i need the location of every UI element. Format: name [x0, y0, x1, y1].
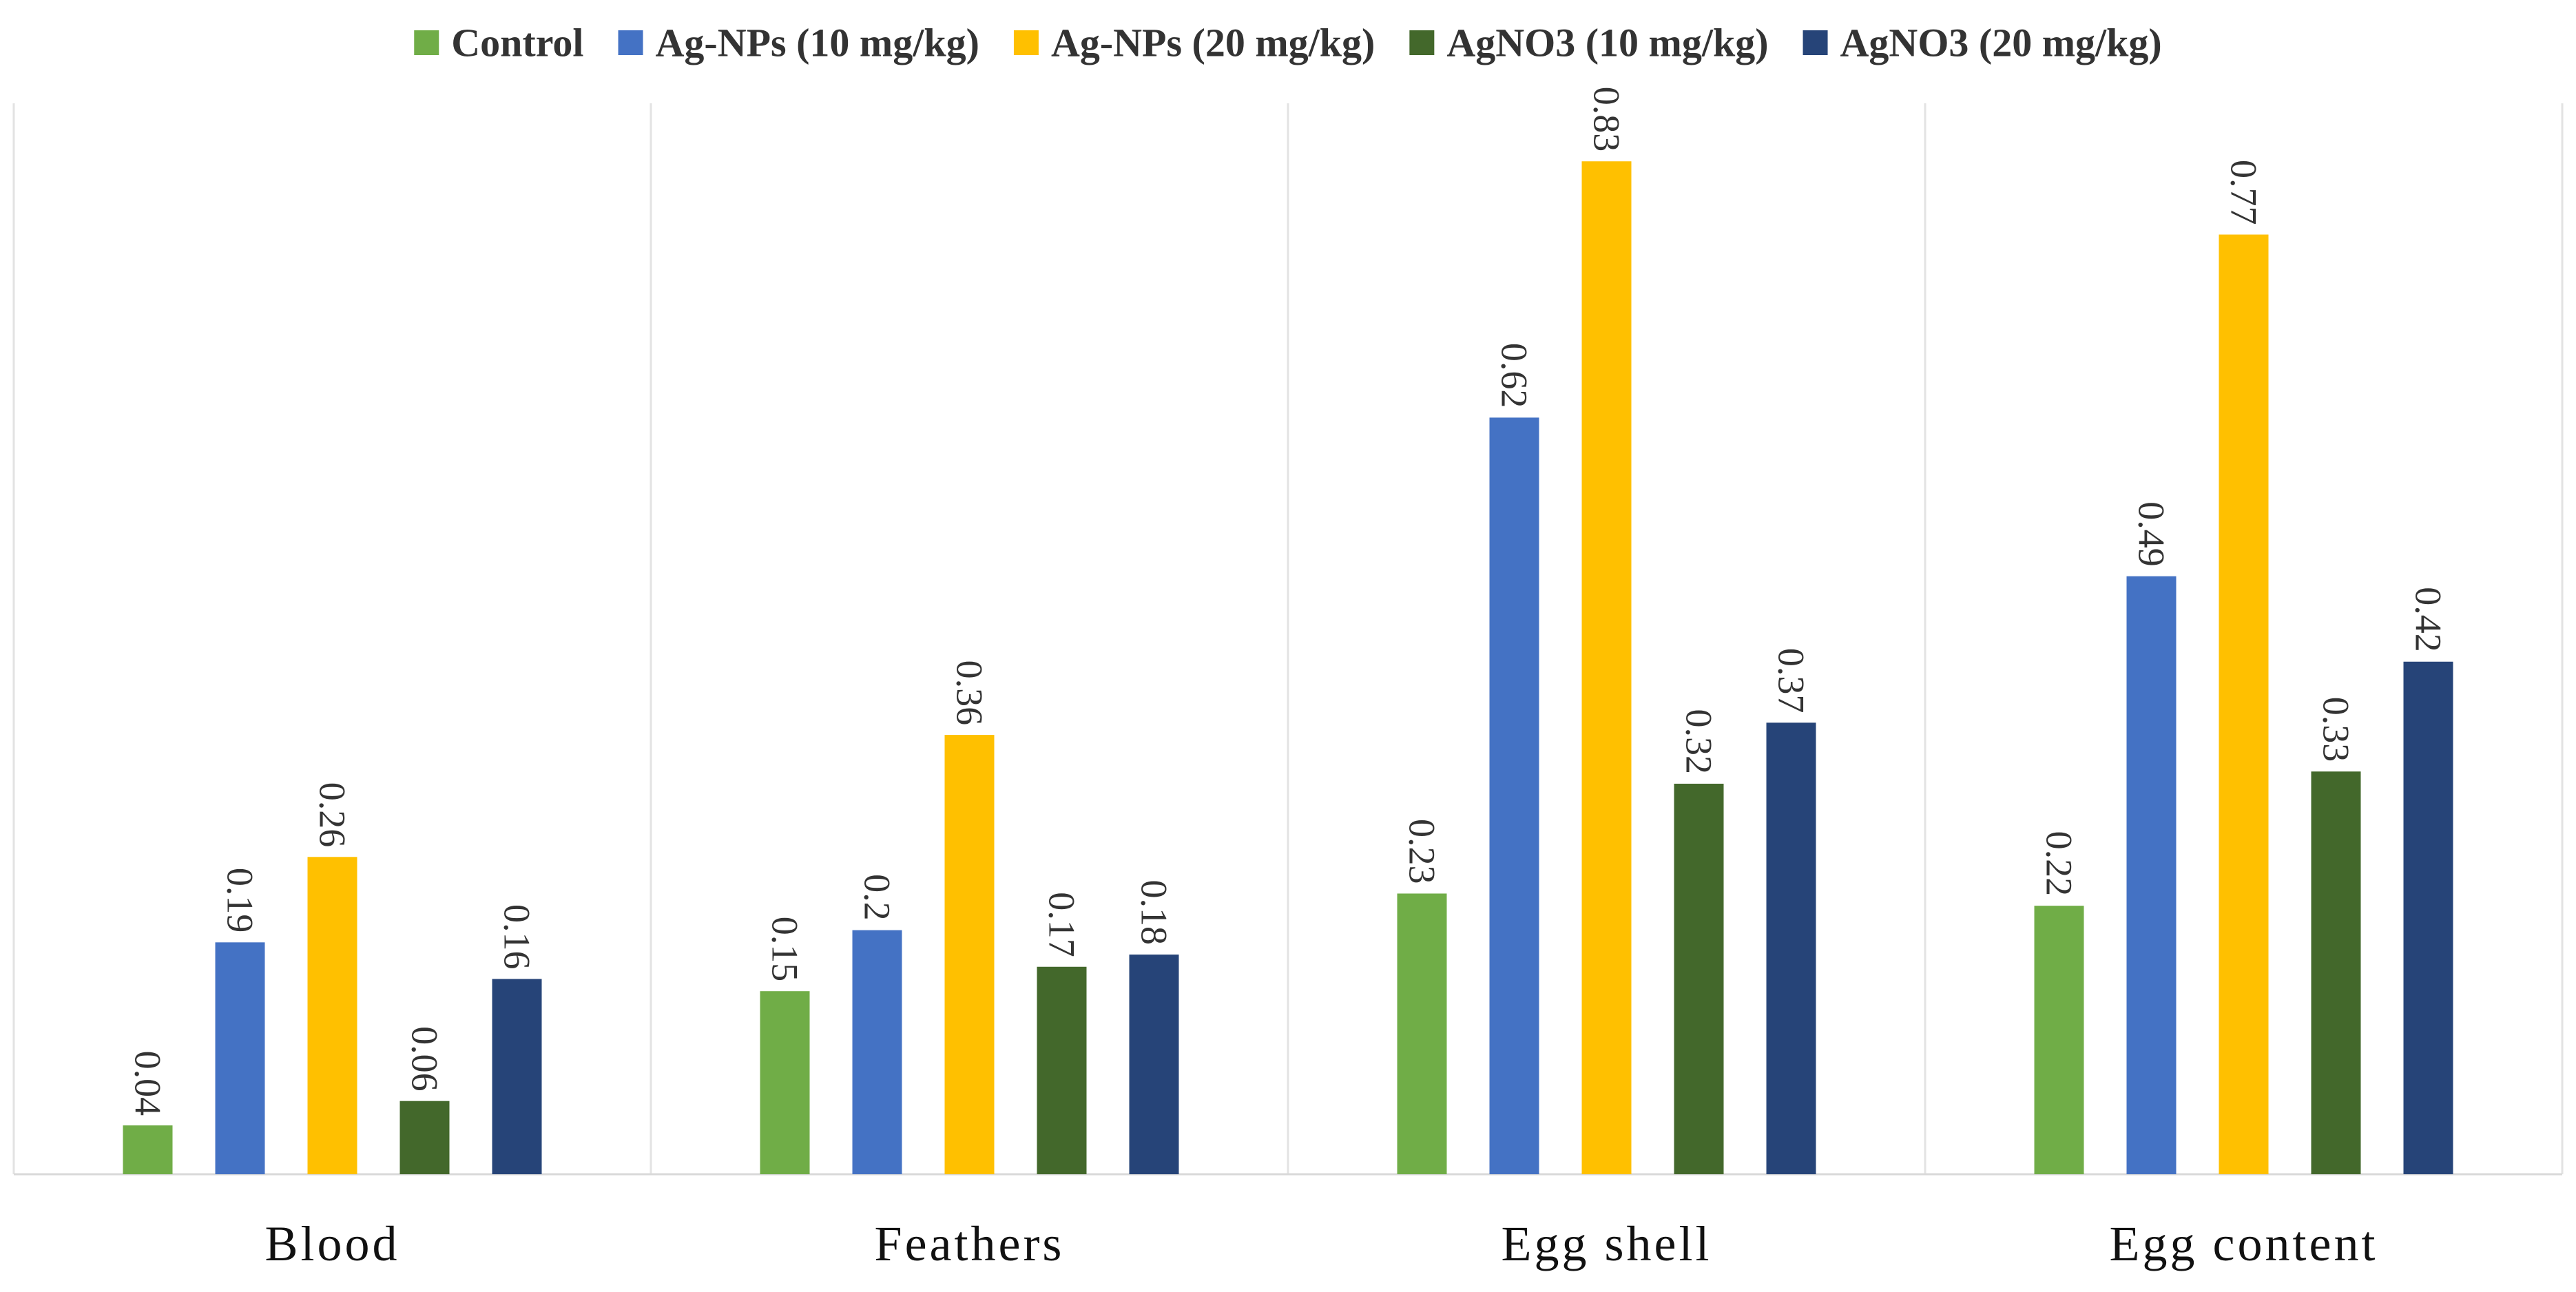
data-label: 0.15 — [765, 917, 806, 982]
bar-ag-nps-20-mg-kg-blood — [307, 857, 357, 1174]
data-label: 0.42 — [2408, 587, 2449, 652]
data-label: 0.33 — [2316, 697, 2357, 762]
data-label: 0.2 — [857, 874, 898, 921]
data-label: 0.37 — [1771, 648, 1812, 713]
data-label: 0.06 — [404, 1026, 446, 1092]
category-label-feathers: Feathers — [875, 1216, 1065, 1271]
data-label: 0.49 — [2131, 501, 2172, 567]
legend-label: Control — [451, 21, 583, 65]
legend-label: AgNO3 (20 mg/kg) — [1840, 21, 2162, 65]
category-separators — [12, 103, 2564, 1174]
category-label-egg-content: Egg content — [2110, 1216, 2378, 1271]
data-label: 0.22 — [2039, 831, 2080, 897]
legend-item-ag-nps-20-mg-kg: Ag-NPs (20 mg/kg) — [1013, 21, 1375, 65]
legend-label: Ag-NPs (10 mg/kg) — [656, 21, 979, 65]
data-label: 0.62 — [1494, 343, 1535, 408]
bar-ag-nps-20-mg-kg-egg-shell — [1581, 161, 1632, 1175]
bar-control-egg-content — [2034, 906, 2084, 1174]
category-label-egg-shell: Egg shell — [1502, 1216, 1712, 1271]
data-label: 0.77 — [2223, 160, 2265, 225]
category-labels: Blood Feathers Egg shell Egg content — [264, 1216, 2378, 1271]
legend-label: AgNO3 (10 mg/kg) — [1446, 21, 1768, 65]
data-label: 0.26 — [312, 782, 353, 848]
bar-agno3-20-mg-kg-blood — [492, 979, 542, 1174]
data-label: 0.19 — [220, 868, 261, 933]
legend-swatch — [1013, 30, 1039, 55]
bar-agno3-20-mg-kg-egg-content — [2403, 661, 2453, 1174]
bar-control-egg-shell — [1397, 893, 1447, 1174]
bar-ag-nps-20-mg-kg-feathers — [944, 735, 995, 1174]
bar-agno3-20-mg-kg-feathers — [1129, 955, 1179, 1174]
bar-agno3-10-mg-kg-egg-shell — [1674, 783, 1724, 1174]
data-label: 0.32 — [1679, 709, 1720, 774]
legend-item-agno3-10-mg-kg: AgNO3 (10 mg/kg) — [1409, 21, 1769, 65]
bar-ag-nps-20-mg-kg-egg-content — [2219, 234, 2269, 1174]
legend: Control Ag-NPs (10 mg/kg) Ag-NPs (20 mg/kg… — [414, 21, 2162, 65]
bar-agno3-10-mg-kg-blood — [399, 1101, 450, 1174]
bar-control-blood — [123, 1125, 173, 1174]
data-label: 0.04 — [127, 1051, 169, 1116]
legend-item-agno3-20-mg-kg: AgNO3 (20 mg/kg) — [1803, 21, 2162, 65]
legend-item-ag-nps-10-mg-kg: Ag-NPs (10 mg/kg) — [618, 21, 979, 65]
bar-control-feathers — [760, 991, 810, 1174]
bar-ag-nps-10-mg-kg-feathers — [852, 930, 902, 1174]
bars — [123, 161, 2453, 1175]
data-label: 0.18 — [1134, 880, 1175, 946]
data-label: 0.36 — [949, 660, 990, 726]
legend-swatch — [1409, 30, 1435, 55]
legend-label: Ag-NPs (20 mg/kg) — [1051, 21, 1375, 65]
bar-ag-nps-10-mg-kg-egg-content — [2126, 576, 2177, 1174]
bar-agno3-10-mg-kg-feathers — [1037, 966, 1087, 1174]
data-labels: 0.04 0.19 0.26 0.06 0.16 0.15 0.2 0.36 0.17 0.18 0… — [127, 87, 2449, 1116]
data-label: 0.23 — [1402, 819, 1443, 884]
bar-agno3-20-mg-kg-egg-shell — [1766, 722, 1816, 1174]
data-label: 0.83 — [1586, 87, 1628, 152]
data-label: 0.16 — [497, 904, 538, 970]
bar-ag-nps-10-mg-kg-egg-shell — [1489, 417, 1539, 1174]
data-label: 0.17 — [1041, 892, 1083, 957]
legend-swatch — [1803, 30, 1828, 55]
legend-item-control: Control — [414, 21, 584, 65]
legend-swatch — [618, 30, 643, 55]
category-label-blood: Blood — [264, 1216, 399, 1271]
bar-agno3-10-mg-kg-egg-content — [2311, 771, 2361, 1174]
legend-swatch — [414, 30, 439, 55]
bar-ag-nps-10-mg-kg-blood — [215, 942, 265, 1174]
